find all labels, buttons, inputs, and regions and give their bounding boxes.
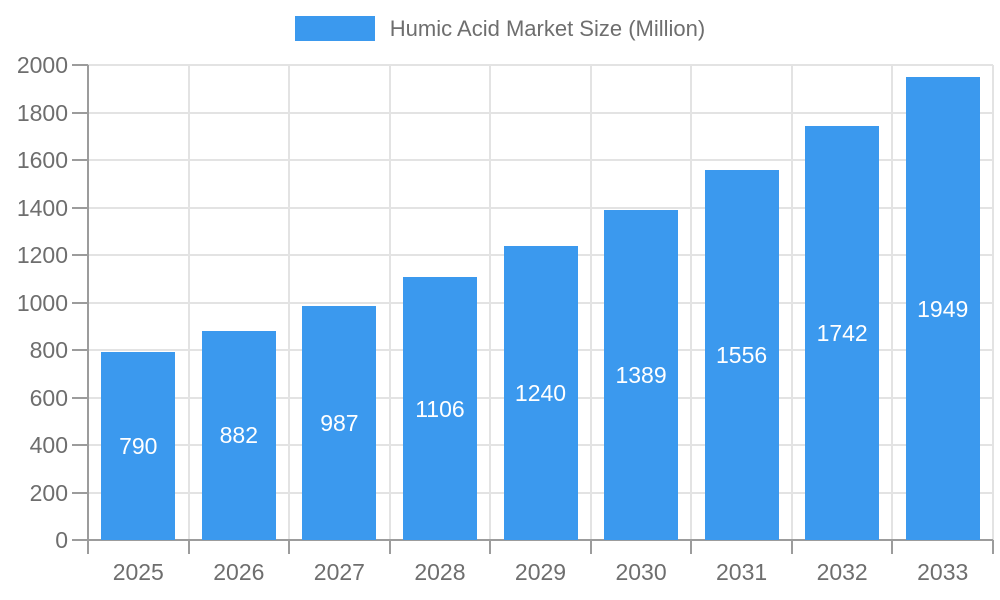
y-tick (72, 539, 88, 541)
y-tick (72, 111, 88, 114)
x-grid-line (288, 65, 291, 540)
bar-2032[interactable] (805, 126, 880, 540)
x-tick (489, 540, 492, 554)
x-tick (790, 540, 793, 554)
y-tick-label: 1000 (16, 289, 68, 316)
legend-swatch (294, 16, 375, 41)
y-tick-label: 1600 (16, 147, 68, 173)
bar-2030[interactable] (604, 210, 679, 540)
x-tick (87, 540, 89, 554)
x-tick-label: 2027 (313, 559, 365, 585)
y-tick (72, 64, 88, 66)
x-tick-label: 2030 (615, 559, 667, 585)
y-tick (72, 254, 88, 256)
x-tick-label: 2026 (213, 559, 265, 585)
y-tick-label: 600 (29, 384, 68, 411)
x-tick (891, 540, 894, 554)
x-tick (589, 540, 592, 554)
y-grid-line (88, 64, 993, 66)
legend-label: Humic Acid Market Size (Million) (389, 16, 706, 41)
x-grid-line (589, 65, 592, 540)
x-tick (388, 540, 391, 554)
x-grid-line (388, 65, 391, 540)
y-grid-line (88, 159, 993, 161)
y-tick-label: 1400 (16, 194, 68, 221)
x-tick-label: 2025 (112, 559, 164, 585)
x-grid-line (187, 65, 190, 540)
x-tick-label: 2028 (414, 559, 466, 585)
bar-2033[interactable] (905, 77, 980, 540)
y-tick (72, 491, 88, 494)
x-tick (187, 540, 190, 554)
y-tick-label: 1200 (16, 242, 68, 268)
bar-2026[interactable] (201, 330, 276, 540)
x-tick-label: 2033 (917, 559, 969, 585)
y-tick (72, 444, 88, 446)
y-axis-line (87, 65, 89, 540)
x-grid-line (690, 65, 693, 540)
x-tick (992, 540, 994, 554)
y-tick-label: 400 (29, 432, 68, 458)
x-tick-label: 2031 (716, 559, 768, 585)
x-grid-line (891, 65, 894, 540)
y-tick (72, 301, 88, 304)
x-grid-line (992, 65, 994, 540)
y-tick-label: 1800 (16, 99, 68, 126)
x-tick (690, 540, 693, 554)
y-tick (72, 349, 88, 351)
bar-2028[interactable] (402, 277, 477, 540)
y-grid-line (88, 206, 993, 209)
x-axis-line (87, 539, 993, 541)
x-tick-label: 2029 (514, 559, 567, 585)
y-tick (72, 159, 88, 161)
x-grid-line (489, 65, 492, 540)
bar-2031[interactable] (704, 170, 779, 540)
y-tick-label: 800 (29, 337, 68, 363)
bar-2027[interactable] (302, 305, 377, 540)
y-tick (72, 206, 88, 209)
bar-2029[interactable] (503, 245, 578, 540)
y-tick-label: 0 (55, 527, 68, 553)
x-grid-line (790, 65, 793, 540)
y-tick (72, 396, 88, 399)
y-tick-label: 200 (29, 479, 68, 506)
y-grid-line (88, 111, 993, 114)
x-tick (288, 540, 291, 554)
chart-legend[interactable]: Humic Acid Market Size (Million) (0, 16, 1000, 41)
bar-2025[interactable] (101, 352, 176, 540)
y-tick-label: 2000 (16, 52, 68, 78)
x-tick-label: 2032 (816, 559, 868, 585)
